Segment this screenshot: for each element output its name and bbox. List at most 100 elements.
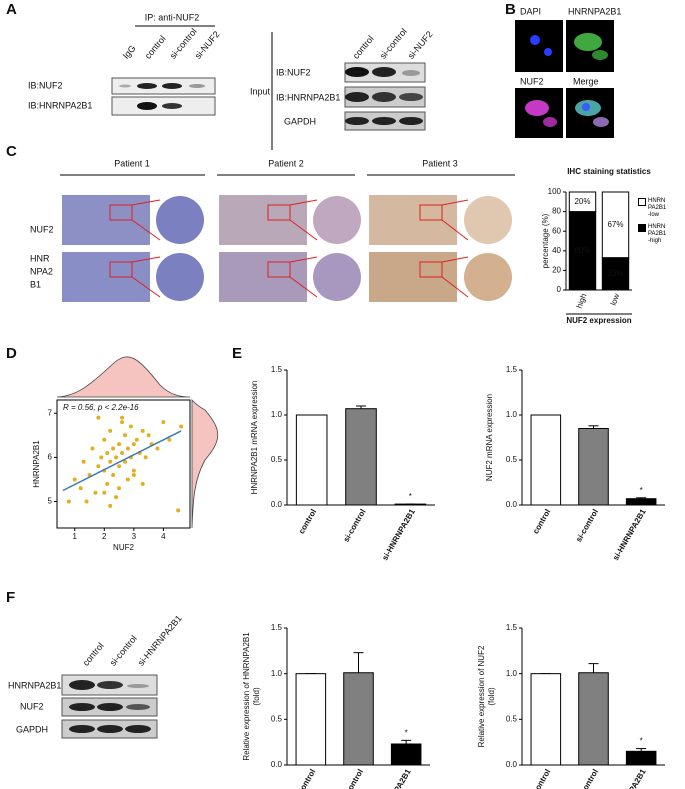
bar bbox=[530, 414, 562, 506]
scatter-point bbox=[117, 486, 122, 491]
bar bbox=[343, 672, 374, 766]
significance-marker: * bbox=[640, 737, 643, 746]
scatter-point bbox=[167, 437, 172, 442]
scatter-point bbox=[114, 495, 119, 500]
y-tick-label: 5 bbox=[48, 497, 53, 506]
y-tick-label: 1.0 bbox=[271, 669, 283, 678]
scatter-point bbox=[122, 433, 127, 438]
x-tick-label: 1 bbox=[73, 532, 78, 541]
scatter-point bbox=[105, 450, 110, 455]
scatter-point bbox=[179, 424, 184, 429]
blot-row-label: NUF2 bbox=[20, 701, 44, 711]
scatter-point bbox=[120, 450, 125, 455]
value-label: 20% bbox=[574, 197, 590, 206]
bar bbox=[578, 428, 609, 506]
x-tick-label: si-HNRNPA2B1 bbox=[380, 507, 417, 562]
panel-label: C bbox=[6, 143, 17, 160]
scatter-point bbox=[114, 455, 119, 460]
value-label: 67% bbox=[607, 220, 623, 229]
y-tick-label: 1.5 bbox=[271, 365, 283, 374]
panel-label: E bbox=[232, 345, 242, 362]
blot-row-label: GAPDH bbox=[284, 116, 316, 126]
ihc-row-label: NUF2 bbox=[30, 224, 54, 234]
value-label: 33% bbox=[607, 269, 623, 278]
blot bbox=[61, 674, 158, 739]
input-label: Input bbox=[250, 86, 271, 96]
ip-title: IP: anti-NUF2 bbox=[145, 12, 200, 22]
blot-row-label: IB:NUF2 bbox=[276, 67, 311, 77]
y-axis-label: HNRNPA2B1 bbox=[32, 440, 41, 488]
blot bbox=[111, 77, 216, 116]
scatter-point bbox=[84, 499, 89, 504]
scatter-point bbox=[131, 473, 136, 478]
scatter-point bbox=[102, 490, 107, 495]
y-axis-label: Relative expression of HNRNPA2B1 bbox=[242, 632, 251, 761]
lane-label: si-control bbox=[108, 633, 139, 667]
scatter-point bbox=[90, 446, 95, 451]
blot-row-label: GAPDH bbox=[16, 724, 48, 734]
scatter-point bbox=[99, 455, 104, 460]
scatter-point bbox=[125, 477, 130, 482]
y-tick-label: 0.5 bbox=[506, 714, 518, 723]
scatter-point bbox=[78, 486, 83, 491]
y-tick-label: 1.0 bbox=[271, 410, 283, 419]
y-tick-label: 7 bbox=[48, 408, 53, 417]
x-tick-label: si-control bbox=[342, 508, 368, 544]
blot-row-label: IB:NUF2 bbox=[28, 80, 63, 90]
lane-label: control bbox=[351, 34, 376, 61]
bar bbox=[530, 673, 562, 766]
density-top bbox=[56, 356, 191, 398]
scatter-point bbox=[143, 455, 148, 460]
y-tick-label: 0.0 bbox=[506, 500, 518, 509]
y-tick-label: 6 bbox=[48, 452, 53, 461]
density-right bbox=[191, 399, 219, 529]
y-tick-label: 0.0 bbox=[506, 760, 518, 769]
patient-label: Patient 3 bbox=[422, 158, 458, 168]
scatter-point bbox=[111, 473, 116, 478]
patient-label: Patient 2 bbox=[268, 158, 304, 168]
panel-label: A bbox=[6, 1, 17, 18]
ihc-row-label: NPA2 bbox=[30, 266, 53, 276]
scatter-point bbox=[108, 459, 113, 464]
y-tick-label: 1.0 bbox=[506, 669, 518, 678]
bar-segment bbox=[568, 211, 597, 291]
bar bbox=[578, 672, 609, 766]
lane-label: si-NUF2 bbox=[406, 29, 435, 61]
bar bbox=[394, 503, 427, 506]
x-tick-label: si-HNRNPA2B1 bbox=[611, 507, 648, 562]
y-tick-label: 0 bbox=[557, 285, 562, 294]
y-tick-label: 0.0 bbox=[271, 500, 283, 509]
y-axis-label: percentage (%) bbox=[541, 213, 550, 268]
x-tick-label: 3 bbox=[132, 532, 137, 541]
image-label: Merge bbox=[573, 76, 599, 86]
lane-label: IgG bbox=[121, 43, 138, 61]
scatter-point bbox=[176, 508, 181, 513]
y-axis-label: Relative expression of NUF2 bbox=[477, 645, 486, 747]
legend-entry: HNRN PA2B1 -low bbox=[638, 198, 668, 219]
lane-label: control bbox=[143, 34, 168, 61]
lane-label: control bbox=[81, 641, 106, 668]
scatter-point bbox=[146, 433, 151, 438]
bar bbox=[625, 750, 657, 766]
y-tick-label: 1.5 bbox=[506, 623, 518, 632]
bar bbox=[390, 743, 422, 766]
ihc-row-label: B1 bbox=[30, 279, 41, 289]
panel-label: F bbox=[6, 589, 15, 606]
lane-label: si-HNRNPA2B1 bbox=[136, 613, 184, 668]
legend-swatch bbox=[638, 198, 646, 206]
scatter-point bbox=[105, 481, 110, 486]
y-axis-label: (fold) bbox=[487, 687, 496, 706]
significance-marker: * bbox=[405, 728, 408, 737]
y-axis-label: NUF2 mRNA expression bbox=[485, 394, 494, 481]
y-tick-label: 20 bbox=[552, 266, 561, 275]
y-tick-label: 40 bbox=[552, 246, 561, 255]
scatter-point bbox=[125, 446, 130, 451]
scatter-point bbox=[111, 446, 116, 451]
chart-title: IHC staining statistics bbox=[567, 167, 651, 176]
bar bbox=[345, 408, 377, 506]
x-axis-label: NUF2 expression bbox=[566, 316, 631, 325]
scatter-point bbox=[140, 428, 145, 433]
bar bbox=[625, 498, 657, 506]
blot-row-label: IB:HNRNPA2B1 bbox=[276, 92, 340, 102]
